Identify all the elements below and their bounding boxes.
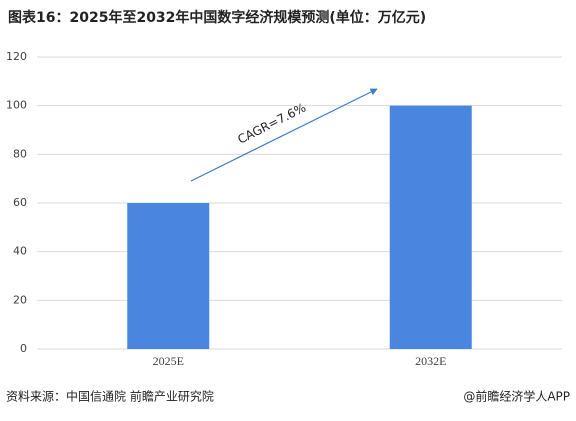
bar: [389, 105, 472, 350]
y-tick-label: 120: [6, 50, 27, 63]
y-tick-label: 0: [20, 342, 27, 355]
y-tick-label: 40: [13, 245, 27, 258]
annotation: CAGR=7.6%: [235, 100, 308, 146]
arrow: [190, 88, 378, 182]
credit: @前瞻经济学人APP: [463, 389, 570, 404]
y-tick-label: 60: [13, 196, 27, 209]
x-tick-label: 2032E: [415, 354, 446, 368]
source: 资料来源：中国信通院 前瞻产业研究院: [6, 389, 214, 404]
x-tick-label: 2025E: [153, 354, 184, 368]
y-tick-label: 100: [6, 99, 27, 112]
chart-title: 图表16：2025年至2032年中国数字经济规模预测(单位：万亿元): [8, 9, 426, 26]
bar: [127, 203, 210, 349]
y-tick-label: 20: [13, 293, 27, 306]
y-tick-label: 80: [13, 147, 27, 160]
